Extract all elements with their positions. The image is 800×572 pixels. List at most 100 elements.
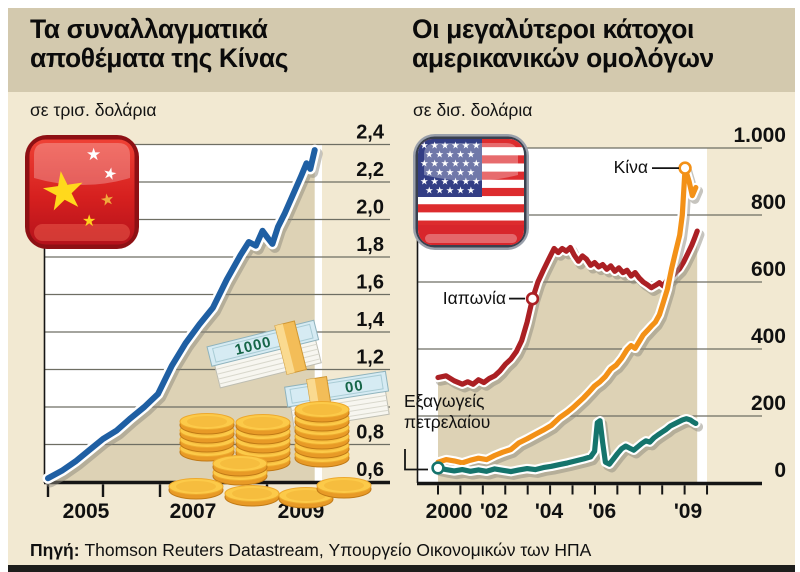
flag-face bbox=[29, 139, 135, 245]
x-axis-label: 2000 bbox=[426, 500, 473, 523]
flag-bevel bbox=[34, 224, 130, 241]
flag-star-glyph: ★ bbox=[462, 140, 471, 151]
annotation-japan: Ιαπωνία bbox=[442, 288, 506, 308]
y-axis-label: 600 bbox=[751, 258, 786, 281]
data-point-marker bbox=[431, 461, 445, 475]
annotation-oil-exporters: Εξαγωγείς πετρελαίου bbox=[404, 391, 490, 432]
flag-gloss bbox=[34, 143, 130, 185]
y-axis-label: 2,2 bbox=[356, 159, 384, 181]
flag-star-glyph: ★ bbox=[462, 158, 471, 169]
flag-star-glyph: ★ bbox=[441, 176, 450, 187]
bottom-bar bbox=[8, 565, 795, 572]
right-title-line1: Οι μεγαλύτεροι κάτοχοι bbox=[412, 14, 694, 44]
big-star-glyph: ★ bbox=[36, 159, 91, 225]
data-point-marker bbox=[525, 292, 540, 306]
flag-star-glyph: ★ bbox=[425, 149, 434, 160]
small-star-glyph: ★ bbox=[101, 163, 119, 185]
flag-star-glyph: ★ bbox=[451, 158, 460, 169]
right-chart-unit-label: σε δισ. δολάρια bbox=[413, 100, 533, 120]
oil-annotation-bracket bbox=[404, 449, 428, 471]
annotation-china: Κίνα bbox=[613, 157, 648, 177]
oil-line bbox=[435, 416, 699, 475]
flag-bottom-band bbox=[418, 225, 524, 245]
y-axis-label: 0,6 bbox=[356, 459, 384, 481]
y-axis-label: 2,4 bbox=[356, 122, 385, 144]
china-line bbox=[435, 165, 699, 466]
flag-star-glyph: ★ bbox=[467, 149, 476, 160]
flag-star-glyph: ★ bbox=[456, 185, 465, 196]
flag-star-glyph: ★ bbox=[435, 149, 444, 160]
x-axis-label: '04 bbox=[535, 500, 564, 523]
flag-gloss bbox=[424, 143, 518, 181]
annotation-oil-line1: Εξαγωγείς bbox=[404, 391, 485, 411]
flag-bevel bbox=[425, 234, 517, 243]
banknote-value: 00 bbox=[344, 377, 365, 397]
flag-stripe bbox=[418, 204, 524, 213]
small-star-glyph: ★ bbox=[82, 211, 96, 230]
flag-star-glyph: ★ bbox=[420, 176, 429, 187]
flag-star-glyph: ★ bbox=[472, 176, 481, 187]
source-text: Thomson Reuters Datastream, Υπουργείο Οι… bbox=[79, 540, 592, 560]
x-axis-label: '02 bbox=[480, 500, 508, 523]
flag-star-glyph: ★ bbox=[472, 140, 481, 151]
japan-line bbox=[435, 228, 700, 387]
reserves-line bbox=[45, 147, 318, 482]
flag-star-glyph: ★ bbox=[467, 167, 476, 178]
area-under-line bbox=[48, 150, 315, 482]
flag-stripe bbox=[418, 220, 524, 229]
flag-star-glyph: ★ bbox=[420, 158, 429, 169]
right-chart-title: Οι μεγαλύτεροι κάτοχοι αμερικανικών ομολ… bbox=[412, 15, 714, 73]
flag-star-glyph: ★ bbox=[446, 149, 455, 160]
right-title-line2: αμερικανικών ομολόγων bbox=[412, 42, 714, 73]
y-axis-label: 1,2 bbox=[356, 347, 384, 369]
x-axis-label: '09 bbox=[674, 500, 702, 523]
y-axis-label: 1,4 bbox=[356, 309, 385, 331]
source-line: Πηγή: Thomson Reuters Datastream, Υπουργ… bbox=[30, 540, 591, 561]
data-point-marker bbox=[678, 161, 692, 175]
left-chart-unit-label: σε τρισ. δολάρια bbox=[30, 100, 157, 120]
x-axis-label: 2007 bbox=[170, 500, 217, 523]
area-under-japan-line bbox=[438, 231, 698, 483]
flag-star-glyph: ★ bbox=[467, 185, 476, 196]
y-axis-label: 800 bbox=[751, 191, 786, 214]
flag-face: ★ ★ ★ ★ ★ ★★ ★ ★ ★ ★★ ★ ★ ★ ★ ★★ ★ ★ ★ ★★ ★ ★ ★ ★ ★★ ★ ★ ★ ★ bbox=[418, 139, 524, 245]
x-axis-label: 2005 bbox=[63, 500, 110, 523]
left-title-line1: Τα συναλλαγματικά bbox=[30, 14, 268, 44]
china-flag-icon: ★ ★ ★ ★ ★ bbox=[25, 135, 139, 249]
flag-star-glyph: ★ bbox=[446, 185, 455, 196]
flag-star-glyph: ★ bbox=[435, 185, 444, 196]
annotation-oil-line2: πετρελαίου bbox=[404, 411, 491, 432]
left-title-line2: αποθέματα της Κίνας bbox=[30, 42, 289, 73]
flag-star-glyph: ★ bbox=[456, 149, 465, 160]
flag-star-glyph: ★ bbox=[451, 140, 460, 151]
flag-star-glyph: ★ bbox=[430, 158, 439, 169]
y-axis-label: 1,6 bbox=[356, 272, 384, 294]
y-axis-label: 0 bbox=[774, 459, 786, 482]
header-band bbox=[8, 8, 795, 92]
flag-star-glyph: ★ bbox=[441, 140, 450, 151]
flag-star-glyph: ★ bbox=[425, 167, 434, 178]
x-axis-label: '06 bbox=[588, 500, 616, 523]
source-label: Πηγή: bbox=[30, 540, 80, 560]
y-axis-label: 1.000 bbox=[733, 124, 786, 147]
left-chart-title: Τα συναλλαγματικά αποθέματα της Κίνας bbox=[30, 14, 289, 73]
small-star-glyph: ★ bbox=[86, 145, 101, 165]
flag-star-glyph: ★ bbox=[446, 167, 455, 178]
flag-star-glyph: ★ bbox=[462, 176, 471, 187]
flag-star-glyph: ★ bbox=[420, 140, 429, 151]
flag-star-glyph: ★ bbox=[430, 140, 439, 151]
flag-canton bbox=[418, 139, 482, 197]
y-axis-label: 200 bbox=[751, 392, 786, 415]
y-axis-label: 2,0 bbox=[356, 197, 384, 219]
small-star-glyph: ★ bbox=[99, 189, 116, 210]
flag-star-glyph: ★ bbox=[456, 167, 465, 178]
flag-star-glyph: ★ bbox=[435, 167, 444, 178]
y-axis-label: 0,8 bbox=[356, 422, 384, 444]
y-axis-label: 1,8 bbox=[356, 234, 384, 256]
y-axis-label: 400 bbox=[751, 325, 786, 348]
flag-star-glyph: ★ bbox=[441, 158, 450, 169]
